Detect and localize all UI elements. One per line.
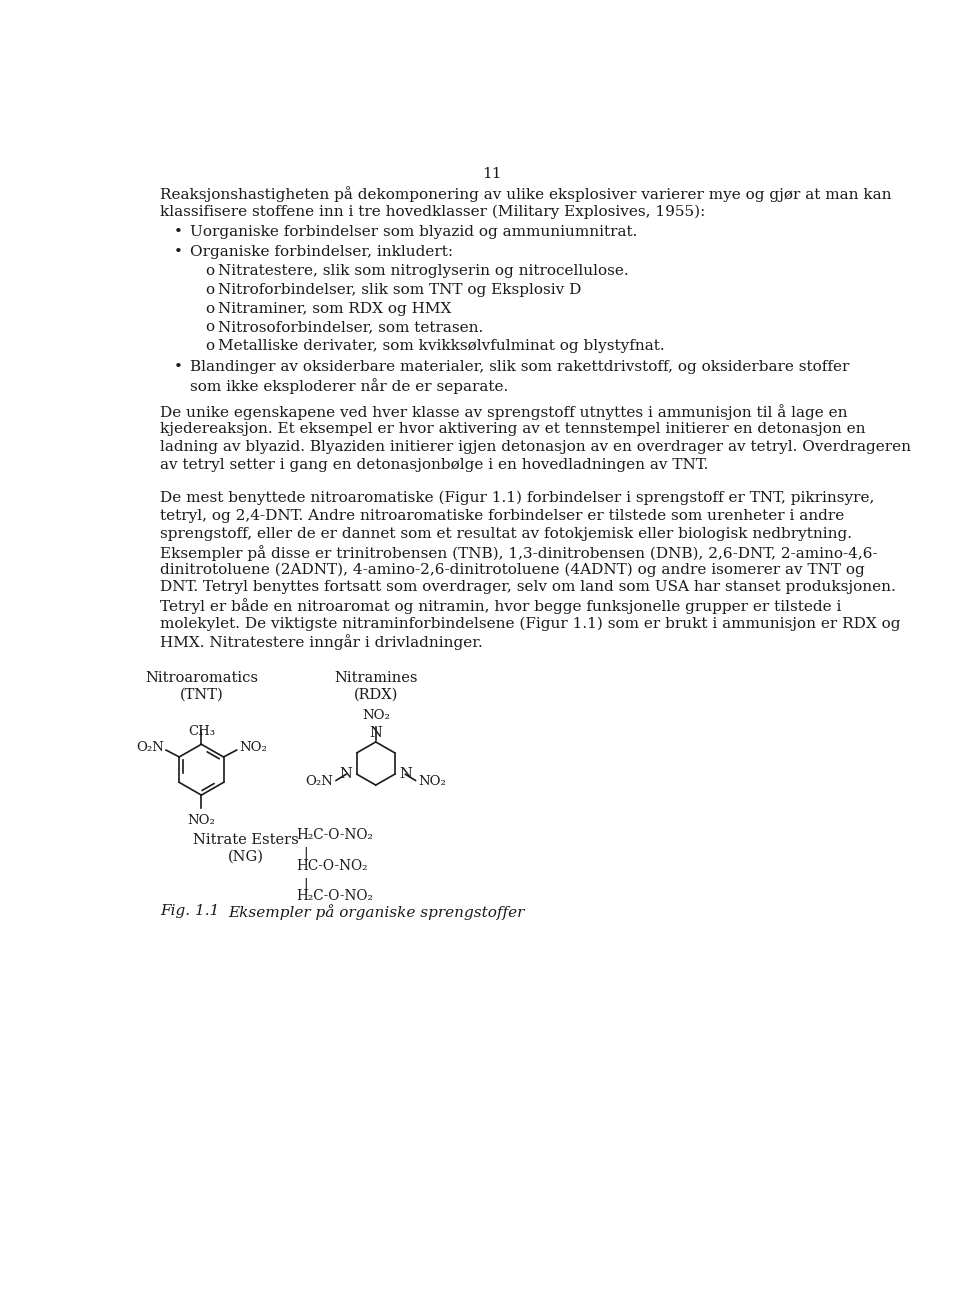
- Text: av tetryl setter i gang en detonasjonbølge i en hovedladningen av TNT.: av tetryl setter i gang en detonasjonbøl…: [160, 458, 708, 472]
- Text: (RDX): (RDX): [353, 689, 398, 702]
- Text: NO₂: NO₂: [239, 741, 267, 754]
- Text: (TNT): (TNT): [180, 689, 224, 702]
- Text: Metalliske derivater, som kvikksølvfulminat og blystyfnat.: Metalliske derivater, som kvikksølvfulmi…: [219, 339, 665, 353]
- Text: (NG): (NG): [228, 850, 264, 863]
- Text: molekylet. De viktigste nitraminforbindelsene (Figur 1.1) som er brukt i ammunis: molekylet. De viktigste nitraminforbinde…: [160, 615, 900, 631]
- Text: Nitrosoforbindelser, som tetrasen.: Nitrosoforbindelser, som tetrasen.: [219, 321, 484, 335]
- Text: |: |: [303, 848, 308, 862]
- Text: 11: 11: [482, 167, 502, 181]
- Text: Tetryl er både en nitroaromat og nitramin, hvor begge funksjonelle grupper er ti: Tetryl er både en nitroaromat og nitrami…: [160, 599, 842, 614]
- Text: Blandinger av oksiderbare materialer, slik som rakettdrivstoff, og oksiderbare s: Blandinger av oksiderbare materialer, sl…: [190, 360, 850, 374]
- Text: o: o: [205, 339, 214, 353]
- Text: N: N: [340, 767, 352, 781]
- Text: Nitratestere, slik som nitroglyserin og nitrocellulose.: Nitratestere, slik som nitroglyserin og …: [219, 265, 629, 278]
- Text: kjedereaksjon. Et eksempel er hvor aktivering av et tennstempel initierer en det: kjedereaksjon. Et eksempel er hvor aktiv…: [160, 422, 866, 437]
- Text: |: |: [303, 878, 308, 893]
- Text: H₂C-O-NO₂: H₂C-O-NO₂: [297, 889, 373, 902]
- Text: N: N: [370, 725, 382, 739]
- Text: klassifisere stoffene inn i tre hovedklasser (Military Explosives, 1955):: klassifisere stoffene inn i tre hovedkla…: [160, 205, 706, 219]
- Text: Nitroforbindelser, slik som TNT og Eksplosiv D: Nitroforbindelser, slik som TNT og Ekspl…: [219, 283, 582, 297]
- Text: Fig. 1.1: Fig. 1.1: [160, 905, 220, 918]
- Text: Reaksjonshastigheten på dekomponering av ulike eksplosiver varierer mye og gjør : Reaksjonshastigheten på dekomponering av…: [160, 186, 892, 202]
- Text: o: o: [205, 301, 214, 316]
- Text: sprengstoff, eller de er dannet som et resultat av fotokjemisk eller biologisk n: sprengstoff, eller de er dannet som et r…: [160, 527, 852, 541]
- Text: tetryl, og 2,4-DNT. Andre nitroaromatiske forbindelser er tilstede som urenheter: tetryl, og 2,4-DNT. Andre nitroaromatisk…: [160, 509, 845, 523]
- Text: O₂N: O₂N: [136, 741, 164, 754]
- Text: dinitrotoluene (2ADNT), 4-amino-2,6-dinitrotoluene (4ADNT) og andre isomerer av : dinitrotoluene (2ADNT), 4-amino-2,6-dini…: [160, 562, 865, 576]
- Text: NO₂: NO₂: [187, 814, 215, 827]
- Text: Nitroaromatics: Nitroaromatics: [145, 672, 258, 685]
- Text: o: o: [205, 321, 214, 335]
- Text: De mest benyttede nitroaromatiske (Figur 1.1) forbindelser i sprengstoff er TNT,: De mest benyttede nitroaromatiske (Figur…: [160, 492, 875, 506]
- Text: NO₂: NO₂: [362, 709, 390, 722]
- Text: HMX. Nitratestere inngår i drivladninger.: HMX. Nitratestere inngår i drivladninger…: [160, 634, 483, 649]
- Text: •: •: [175, 245, 183, 259]
- Text: •: •: [175, 360, 183, 374]
- Text: DNT. Tetryl benyttes fortsatt som overdrager, selv om land som USA har stanset p: DNT. Tetryl benyttes fortsatt som overdr…: [160, 580, 896, 595]
- Text: o: o: [205, 283, 214, 297]
- Text: Nitrate Esters: Nitrate Esters: [193, 833, 299, 846]
- Text: Organiske forbindelser, inkludert:: Organiske forbindelser, inkludert:: [190, 245, 453, 259]
- Text: NO₂: NO₂: [419, 775, 446, 788]
- Text: Eksempler på organiske sprengstoffer: Eksempler på organiske sprengstoffer: [228, 905, 525, 921]
- Text: CH₃: CH₃: [188, 725, 215, 738]
- Text: ladning av blyazid. Blyaziden initierer igjen detonasjon av en overdrager av tet: ladning av blyazid. Blyaziden initierer …: [160, 441, 911, 454]
- Text: •: •: [175, 224, 183, 239]
- Text: HC-O-NO₂: HC-O-NO₂: [297, 859, 369, 874]
- Text: O₂N: O₂N: [305, 775, 333, 788]
- Text: o: o: [205, 265, 214, 278]
- Text: Uorganiske forbindelser som blyazid og ammuniumnitrat.: Uorganiske forbindelser som blyazid og a…: [190, 224, 637, 239]
- Text: De unike egenskapene ved hver klasse av sprengstoff utnyttes i ammunisjon til å : De unike egenskapene ved hver klasse av …: [160, 404, 848, 420]
- Text: H₂C-O-NO₂: H₂C-O-NO₂: [297, 828, 373, 842]
- Text: N: N: [399, 767, 412, 781]
- Text: Eksempler på disse er trinitrobensen (TNB), 1,3-dinitrobensen (DNB), 2,6-DNT, 2-: Eksempler på disse er trinitrobensen (TN…: [160, 545, 878, 561]
- Text: Nitramines: Nitramines: [334, 672, 418, 685]
- Text: som ikke eksploderer når de er separate.: som ikke eksploderer når de er separate.: [190, 378, 508, 394]
- Text: Nitraminer, som RDX og HMX: Nitraminer, som RDX og HMX: [219, 301, 452, 316]
